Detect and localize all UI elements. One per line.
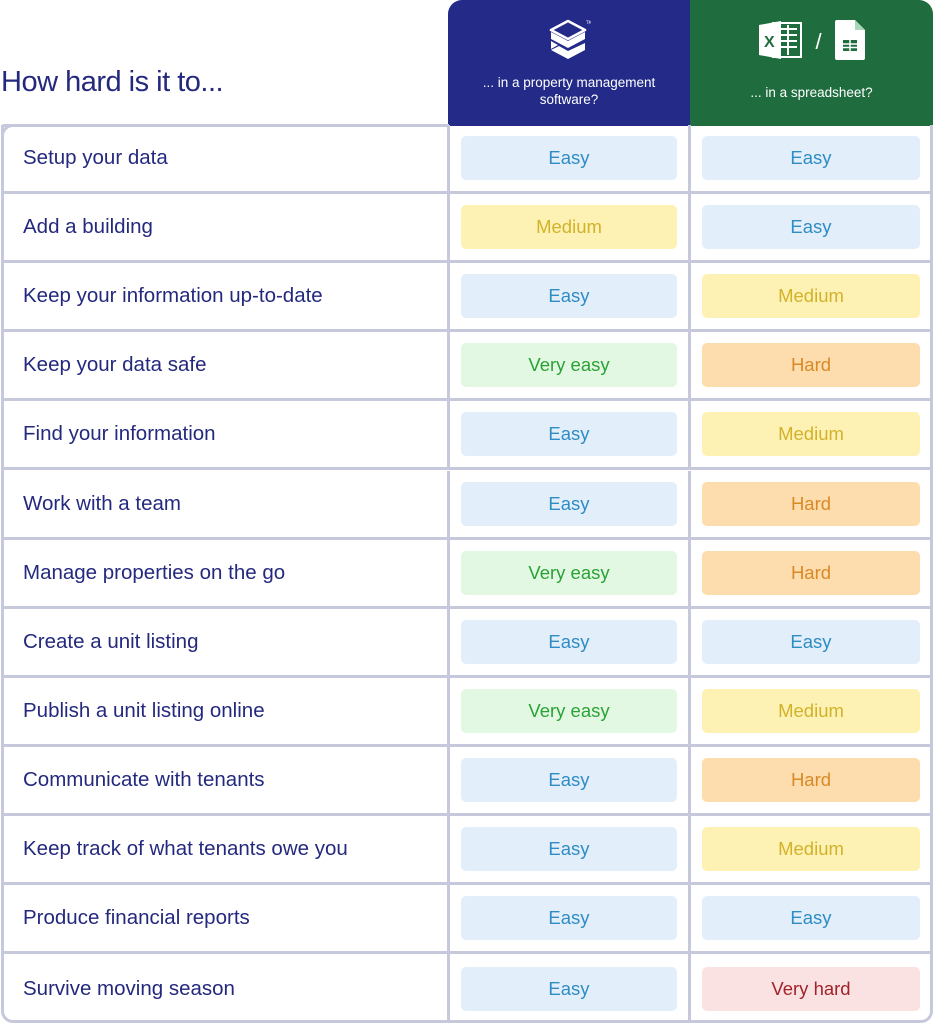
difficulty-badge: Easy [461, 896, 677, 941]
difficulty-badge: Easy [461, 412, 677, 457]
property-management-cell: Easy [450, 401, 691, 468]
spreadsheet-cell: Easy [691, 194, 931, 260]
spreadsheet-cell: Hard [691, 747, 931, 813]
table-row: Survive moving season Easy Very hard [4, 954, 933, 1024]
difficulty-badge: Easy [461, 136, 677, 180]
property-management-cell: Very easy [450, 539, 691, 606]
table-row: Keep your information up-to-date Easy Me… [4, 263, 933, 333]
difficulty-badge: Medium [461, 205, 677, 250]
table-row: Publish a unit listing online Very easy … [4, 677, 933, 747]
column-header-property-management: TM ... in a property management software… [448, 0, 690, 126]
difficulty-badge: Easy [702, 136, 920, 180]
task-label: Keep your data safe [4, 332, 450, 399]
spreadsheet-cell: Medium [691, 401, 931, 467]
column-header-label: ... in a spreadsheet? [750, 85, 873, 100]
table-row: Produce financial reports Easy Easy [4, 885, 933, 955]
table-row: Add a building Medium Easy [4, 194, 933, 264]
spreadsheet-cell: Hard [691, 540, 931, 606]
property-management-cell: Easy [450, 746, 691, 813]
difficulty-badge: Very hard [702, 966, 920, 1011]
property-management-cell: Easy [450, 470, 691, 537]
property-management-cell: Very easy [450, 332, 691, 399]
task-label: Keep track of what tenants owe you [4, 816, 450, 882]
svg-text:X: X [764, 34, 775, 51]
spreadsheet-cell: Very hard [691, 954, 931, 1023]
table-row: Manage properties on the go Very easy Ha… [4, 539, 933, 609]
property-management-cell: Medium [450, 194, 691, 261]
table-row: Create a unit listing Easy Easy [4, 608, 933, 678]
table-row: Setup your data Easy Easy [4, 125, 933, 194]
property-management-cell: Easy [450, 608, 691, 675]
property-management-cell: Easy [450, 263, 691, 330]
task-label: Communicate with tenants [4, 746, 450, 813]
difficulty-badge: Very easy [461, 550, 677, 595]
difficulty-badge: Hard [702, 343, 920, 388]
property-management-cell: Easy [450, 954, 691, 1024]
difficulty-badge: Easy [461, 827, 677, 871]
difficulty-badge: Medium [702, 827, 920, 871]
excel-icon: X [757, 19, 803, 65]
property-management-cell: Easy [450, 816, 691, 882]
spreadsheet-cell: Hard [691, 471, 931, 537]
table-row: Communicate with tenants Easy Hard [4, 746, 933, 816]
difficulty-badge: Medium [702, 274, 920, 319]
spreadsheet-cell: Easy [691, 885, 931, 951]
page-title: How hard is it to... [1, 66, 224, 98]
task-label: Work with a team [4, 470, 450, 537]
difficulty-badge: Easy [702, 619, 920, 664]
separator-slash: / [815, 29, 822, 54]
task-label: Manage properties on the go [4, 539, 450, 606]
difficulty-badge: Easy [461, 481, 677, 526]
property-management-cell: Easy [450, 885, 691, 952]
task-label: Setup your data [4, 125, 450, 191]
property-management-cell: Easy [450, 125, 691, 191]
difficulty-badge: Easy [461, 966, 677, 1011]
task-label: Keep your information up-to-date [4, 263, 450, 330]
property-management-cell: Very easy [450, 677, 691, 744]
table-row: Work with a team Easy Hard [4, 470, 933, 540]
difficulty-badge: Hard [702, 481, 920, 526]
divider [1, 124, 17, 140]
svg-text:TM: TM [585, 20, 591, 25]
difficulty-badge: Medium [702, 688, 920, 733]
table-row: Keep track of what tenants owe you Easy … [4, 816, 933, 885]
task-label: Produce financial reports [4, 885, 450, 952]
column-header-label: ... in a property management software? [482, 75, 656, 107]
difficulty-badge: Very easy [461, 688, 677, 733]
spreadsheet-cell: Medium [691, 816, 931, 882]
comparison-table: Setup your data Easy Easy Add a building… [1, 125, 933, 1024]
divider [1, 124, 449, 127]
task-label: Find your information [4, 401, 450, 468]
table-row: Find your information Easy Medium [4, 401, 933, 471]
spreadsheet-cell: Easy [691, 609, 931, 675]
difficulty-badge: Easy [702, 205, 920, 250]
stacked-layers-logo-icon: TM [547, 14, 591, 70]
difficulty-badge: Easy [702, 896, 920, 941]
difficulty-badge: Medium [702, 412, 920, 457]
difficulty-badge: Hard [702, 757, 920, 802]
column-header-spreadsheet: X / ... in a spreadsheet? [690, 0, 933, 126]
task-label: Publish a unit listing online [4, 677, 450, 744]
spreadsheet-cell: Hard [691, 332, 931, 398]
task-label: Add a building [4, 194, 450, 261]
difficulty-badge: Easy [461, 619, 677, 664]
spreadsheet-cell: Medium [691, 678, 931, 744]
spreadsheet-cell: Medium [691, 263, 931, 329]
task-label: Create a unit listing [4, 608, 450, 675]
difficulty-badge: Hard [702, 550, 920, 595]
difficulty-badge: Very easy [461, 343, 677, 388]
task-label: Survive moving season [4, 954, 450, 1024]
google-sheets-icon [834, 19, 866, 65]
table-row: Keep your data safe Very easy Hard [4, 332, 933, 402]
difficulty-badge: Easy [461, 757, 677, 802]
spreadsheet-cell: Easy [691, 125, 931, 191]
difficulty-badge: Easy [461, 274, 677, 319]
